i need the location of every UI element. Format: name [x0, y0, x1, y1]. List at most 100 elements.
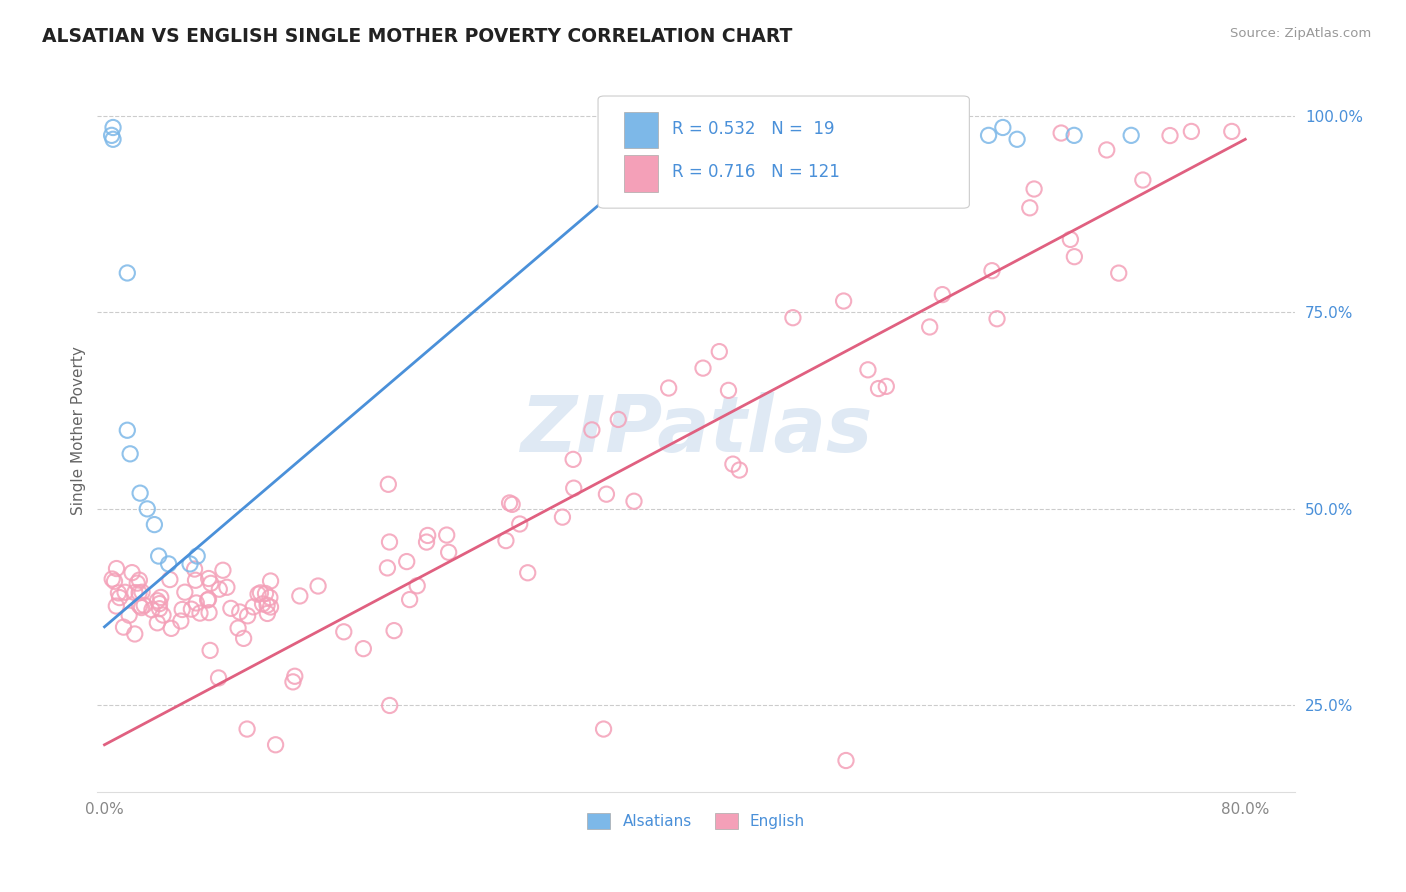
Point — [832, 293, 855, 308]
Point — [236, 722, 259, 736]
Text: ZIPatlas: ZIPatlas — [520, 392, 872, 468]
Point — [581, 423, 603, 437]
Point — [516, 566, 538, 580]
Point — [117, 266, 139, 280]
Point — [256, 607, 278, 621]
Point — [398, 592, 420, 607]
Point — [101, 572, 124, 586]
Point — [931, 287, 953, 301]
Point — [1063, 128, 1085, 143]
Point — [146, 593, 169, 607]
Point — [377, 561, 399, 575]
Point — [131, 600, 153, 615]
Point — [352, 641, 374, 656]
Point — [160, 621, 183, 635]
Point — [1095, 143, 1118, 157]
Point — [212, 563, 235, 577]
Point — [128, 573, 150, 587]
Point — [242, 599, 264, 614]
Point — [146, 615, 169, 630]
Point — [247, 587, 270, 601]
Point — [717, 384, 740, 398]
Point — [281, 674, 304, 689]
Point — [128, 599, 150, 613]
Point — [179, 557, 201, 571]
Point — [249, 586, 271, 600]
Point — [986, 311, 1008, 326]
Point — [551, 510, 574, 524]
Point — [208, 582, 231, 597]
Point — [264, 738, 287, 752]
Point — [143, 517, 166, 532]
Point — [868, 382, 890, 396]
Point — [991, 120, 1014, 135]
Point — [215, 580, 238, 594]
Point — [186, 596, 208, 610]
Point — [977, 128, 1000, 143]
Text: Source: ZipAtlas.com: Source: ZipAtlas.com — [1230, 27, 1371, 40]
Point — [495, 533, 517, 548]
Text: R = 0.532   N =  19: R = 0.532 N = 19 — [672, 120, 835, 137]
FancyBboxPatch shape — [624, 112, 658, 148]
Point — [835, 754, 858, 768]
Point — [1005, 132, 1028, 146]
Point — [197, 572, 219, 586]
Point — [186, 549, 208, 563]
Point — [1050, 126, 1073, 140]
Point — [509, 516, 531, 531]
Point — [918, 320, 941, 334]
Point — [112, 620, 135, 634]
Point — [333, 624, 356, 639]
Point — [288, 589, 311, 603]
Point — [1121, 128, 1143, 143]
Point — [254, 586, 277, 600]
Point — [1159, 128, 1181, 143]
Point — [124, 585, 146, 599]
Point — [378, 535, 401, 549]
Point — [592, 722, 614, 736]
Point — [121, 566, 143, 580]
Point — [127, 576, 149, 591]
Point — [416, 528, 439, 542]
FancyBboxPatch shape — [624, 155, 658, 192]
Point — [1108, 266, 1130, 280]
Point — [709, 344, 731, 359]
Point — [100, 128, 122, 143]
Point — [170, 614, 193, 628]
Point — [259, 591, 281, 605]
Point — [406, 579, 429, 593]
Point — [134, 599, 156, 613]
Point — [1180, 124, 1202, 138]
Point — [117, 423, 139, 437]
Point — [180, 602, 202, 616]
Point — [141, 603, 163, 617]
Text: R = 0.716   N = 121: R = 0.716 N = 121 — [672, 163, 841, 181]
Point — [437, 545, 460, 559]
Point — [658, 381, 681, 395]
Point — [1220, 124, 1243, 138]
Point — [498, 496, 520, 510]
Point — [1059, 232, 1081, 246]
Point — [114, 585, 136, 599]
Point — [307, 579, 329, 593]
Y-axis label: Single Mother Poverty: Single Mother Poverty — [72, 346, 86, 515]
Point — [105, 561, 128, 575]
Point — [101, 120, 124, 135]
Point — [173, 585, 195, 599]
Point — [118, 608, 141, 623]
Point — [562, 452, 585, 467]
Point — [284, 669, 307, 683]
Point — [103, 574, 125, 589]
Point — [105, 599, 128, 613]
Point — [149, 591, 172, 605]
Point — [232, 632, 254, 646]
Point — [120, 447, 142, 461]
Point — [501, 497, 523, 511]
Point — [152, 608, 174, 623]
Point — [107, 586, 129, 600]
Point — [172, 602, 194, 616]
Point — [148, 601, 170, 615]
Point — [148, 549, 170, 563]
Point — [259, 600, 281, 615]
Legend: Alsatians, English: Alsatians, English — [581, 806, 811, 835]
